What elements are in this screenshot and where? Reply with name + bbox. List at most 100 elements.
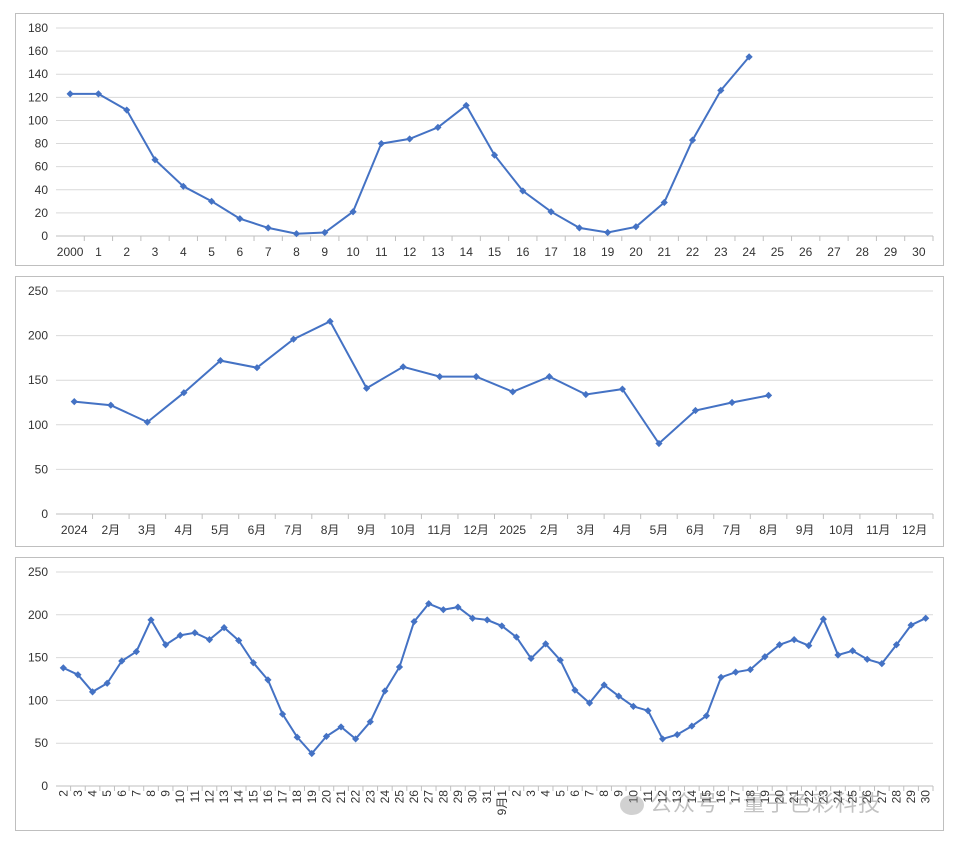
x-tick-label: 29 [451,790,465,804]
x-tick-label: 4月 [613,523,632,537]
x-tick-label: 30 [912,245,926,259]
x-tick-label: 4月 [175,523,194,537]
data-point [732,668,740,676]
x-tick-label: 7 [583,790,597,797]
x-tick-label: 17 [544,245,558,259]
y-tick-label: 100 [28,418,48,432]
x-tick-label: 7月 [723,523,742,537]
chart-panel-2: 0 50 100 150 200 250 2024 2月 3月 4月 5月 6月 7月 8月 9月 10月 11… [15,276,944,547]
y-tick-label: 250 [28,284,48,298]
x-tick-label: 27 [827,245,841,259]
x-tick-label: 23 [816,790,830,804]
x-tick-label: 2 [56,790,70,797]
x-tick-label: 6 [115,790,129,797]
x-tick-label: 5 [553,790,567,797]
x-tick-label: 6 [237,245,244,259]
data-point [118,657,126,665]
x-tick-label: 9 [612,790,626,797]
data-point [819,615,827,623]
data-point [66,90,74,98]
data-point [74,671,82,679]
x-tick-label: 19 [758,790,772,804]
data-point [892,641,901,649]
data-point [395,663,404,671]
x-tick-label: 11月 [866,523,890,537]
x-tick-label: 7月 [284,523,303,537]
x-tick-label: 12 [403,245,417,259]
x-tick-label: 13 [431,245,445,259]
x-tick-label: 21 [787,790,801,804]
x-tick-label: 19 [601,245,615,259]
y-tick-label: 0 [41,229,48,243]
data-point [94,90,103,98]
data-point [512,633,521,641]
data-point [207,197,216,205]
data-point [775,641,784,649]
x-tick-label: 3月 [138,523,157,537]
data-point [436,373,444,381]
x-tick-label: 5月 [211,523,230,537]
data-point [728,398,736,407]
data-point [600,681,608,689]
x-tick-label: 28 [436,790,450,804]
x-tick-label: 19 [305,790,319,804]
x-tick-label: 15 [488,245,502,259]
x-tick-label: 24 [831,790,845,804]
x-tick-label: 3 [152,245,159,259]
data-point [575,224,583,232]
x-tick-label: 13 [217,790,231,804]
chart-panel-1: 0 20 40 60 80 100 120 140 160 180 2000 1 2 3 4 5 6 7 8 9 10 1… [15,13,944,266]
data-point [191,629,199,637]
data-point [406,135,414,143]
data-point [542,640,550,648]
x-tick-label: 7 [129,790,143,797]
x-tick-label: 16 [516,245,530,259]
data-point [660,198,668,207]
x-tick-label: 26 [860,790,874,804]
x-tick-label: 22 [686,245,700,259]
data-point [59,664,67,672]
data-point [644,707,652,715]
y-tick-label: 200 [28,608,48,622]
chart-2-svg: 0 50 100 150 200 250 2024 2月 3月 4月 5月 6月 7月 8月 9月 10月 11… [28,284,934,537]
x-tick-label: 2月 [101,523,120,537]
data-point [790,636,798,644]
x-tick-label: 3 [524,790,538,797]
data-point [292,230,301,238]
x-tick-label: 23 [714,245,728,259]
x-tick-label: 20 [319,790,333,804]
x-tick-label: 23 [363,790,377,804]
x-tick-label: 3月 [577,523,596,537]
data-point [176,631,184,639]
x-tick-label: 18 [573,245,587,259]
x-tick-label: 10 [346,245,360,259]
data-point [571,686,579,694]
data-point [321,228,329,237]
x-tick-label: 6月 [248,523,267,537]
x-tick-label: 11 [641,790,655,803]
data-point [490,151,499,159]
data-point [691,406,700,415]
x-tick-label: 2 [509,790,523,797]
x-tick-label: 4 [180,245,187,259]
wechat-icon [620,795,644,815]
x-tick-label: 12月 [464,523,489,537]
x-tick-label: 9 [321,245,328,259]
y-tick-label: 50 [35,462,49,476]
series-line [70,56,750,235]
x-tick-label: 21 [658,245,672,259]
data-point [462,101,470,110]
data-point [162,641,170,649]
data-point [483,616,491,624]
series-line [74,319,769,446]
data-point [582,390,590,399]
x-tick-label: 28 [856,245,870,259]
y-tick-label: 150 [28,651,48,665]
y-tick-label: 0 [41,507,48,521]
data-point [545,373,553,381]
data-point [615,692,623,700]
data-point [377,139,385,148]
x-tick-label: 2月 [540,523,559,537]
data-point [527,654,535,663]
